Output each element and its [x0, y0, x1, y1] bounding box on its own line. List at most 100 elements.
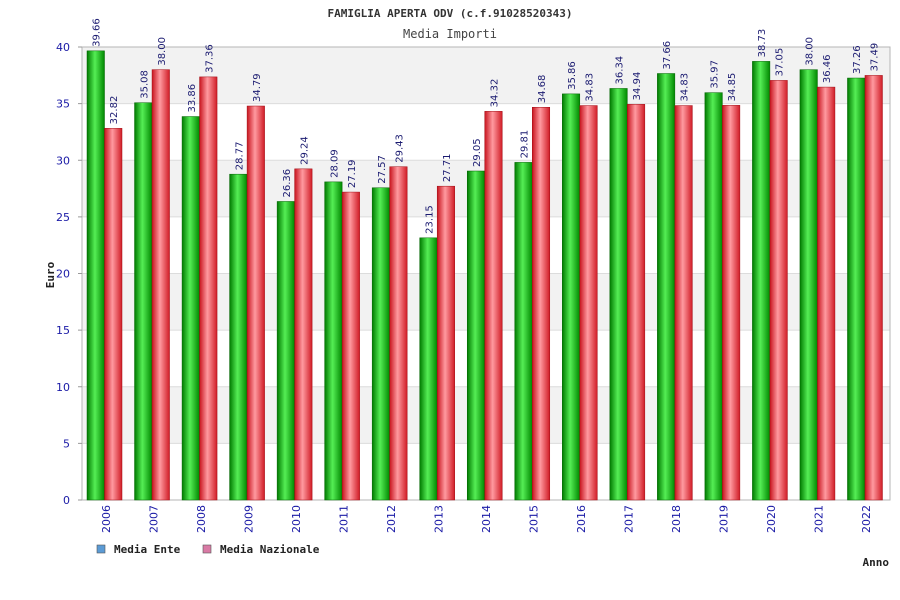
bar-media-nazionale	[436, 185, 455, 501]
bar-media-nazionale	[579, 105, 598, 501]
bar-media-ente	[752, 61, 771, 501]
y-tick-label: 40	[56, 41, 70, 54]
x-tick-label: 2015	[528, 505, 541, 533]
bar-media-nazionale	[199, 76, 218, 501]
value-label-media-nazionale: 34.94	[632, 72, 643, 101]
bar-media-ente	[562, 93, 581, 501]
value-label-media-ente: 39.66	[92, 18, 103, 47]
x-tick-label: 2013	[432, 505, 445, 533]
x-tick-label: 2009	[242, 505, 255, 533]
bar-media-ente	[324, 181, 343, 501]
value-label-media-nazionale: 29.24	[299, 136, 310, 165]
value-label-media-ente: 33.86	[187, 84, 198, 113]
value-label-media-nazionale: 34.68	[537, 75, 548, 104]
legend: Media Ente Media Nazionale	[96, 543, 320, 556]
bar-media-ente	[657, 73, 676, 501]
y-axis-ticks: 0 5 10 15 20 25 30 35 40	[56, 41, 82, 507]
value-label-media-ente: 28.09	[329, 149, 340, 178]
x-tick-label: 2017	[623, 505, 636, 533]
value-label-media-nazionale: 29.43	[394, 134, 405, 163]
bar-media-nazionale	[151, 69, 170, 501]
bar-media-nazionale	[104, 128, 123, 501]
value-label-media-nazionale: 34.32	[489, 79, 500, 108]
bar-media-nazionale	[389, 166, 408, 501]
bar-media-nazionale	[817, 86, 836, 501]
value-label-media-nazionale: 34.85	[727, 73, 738, 102]
bar-media-nazionale	[769, 80, 788, 501]
chart-subtitle: Media Importi	[403, 27, 497, 41]
value-labels: 39.66 32.82 35.08 38.00 33.86 37.36 28.77 34.79…	[92, 18, 881, 234]
x-tick-label: 2016	[575, 505, 588, 533]
x-axis-ticks: 2006 2007 2008 2009 2010 2011 2012 2013 2014 2015…	[100, 505, 873, 533]
bar-media-ente	[276, 201, 295, 501]
value-label-media-ente: 23.15	[424, 205, 435, 234]
x-tick-label: 2020	[765, 505, 778, 533]
y-tick-label: 0	[63, 494, 70, 507]
bar-media-nazionale	[341, 191, 360, 501]
bar-media-ente	[229, 173, 248, 501]
bar-media-nazionale	[722, 105, 741, 501]
value-label-media-ente: 36.34	[615, 56, 626, 85]
value-label-media-ente: 38.00	[805, 37, 816, 66]
x-tick-label: 2021	[813, 505, 826, 533]
bar-media-ente	[371, 187, 390, 501]
bar-media-nazionale	[484, 111, 503, 501]
bars	[86, 50, 883, 501]
bar-media-ente	[134, 102, 153, 501]
y-tick-label: 30	[56, 154, 70, 167]
value-label-media-nazionale: 36.46	[822, 54, 833, 83]
legend-swatch-media-nazionale	[202, 544, 212, 554]
bar-media-ente	[609, 88, 628, 501]
value-label-media-nazionale: 34.79	[252, 73, 263, 102]
value-label-media-ente: 38.73	[757, 29, 768, 58]
bar-media-nazionale	[532, 106, 551, 501]
y-tick-label: 10	[56, 381, 70, 394]
y-axis-label: Euro	[44, 261, 57, 288]
legend-label-media-ente: Media Ente	[114, 543, 181, 556]
x-tick-label: 2011	[337, 505, 350, 533]
bar-media-nazionale	[864, 75, 883, 501]
y-tick-label: 20	[56, 268, 70, 281]
value-label-media-ente: 29.05	[472, 138, 483, 167]
bar-media-nazionale	[674, 105, 693, 501]
chart-title: FAMIGLIA APERTA ODV (c.f.91028520343)	[327, 7, 572, 20]
value-label-media-nazionale: 27.19	[347, 159, 358, 188]
value-label-media-nazionale: 37.36	[204, 44, 215, 73]
bar-media-nazionale	[246, 105, 265, 501]
x-tick-label: 2008	[195, 505, 208, 533]
x-tick-label: 2014	[480, 505, 493, 533]
bar-media-ente	[847, 77, 866, 501]
value-label-media-ente: 35.08	[139, 70, 150, 99]
value-label-media-ente: 28.77	[234, 142, 245, 171]
value-label-media-nazionale: 27.71	[442, 154, 453, 183]
x-axis-label: Anno	[863, 556, 890, 569]
value-label-media-nazionale: 37.49	[870, 43, 881, 72]
value-label-media-ente: 37.26	[852, 45, 863, 74]
value-label-media-nazionale: 38.00	[157, 37, 168, 66]
bar-media-ente	[86, 50, 105, 501]
value-label-media-ente: 35.86	[567, 61, 578, 90]
value-label-media-nazionale: 34.83	[680, 73, 691, 102]
bar-media-ente	[514, 162, 533, 501]
y-tick-label: 35	[56, 98, 70, 111]
value-label-media-ente: 26.36	[282, 169, 293, 198]
legend-label-media-nazionale: Media Nazionale	[220, 543, 320, 556]
bar-media-ente	[704, 92, 723, 501]
value-label-media-nazionale: 34.83	[585, 73, 596, 102]
value-label-media-ente: 29.81	[520, 130, 531, 159]
bar-media-ente	[799, 69, 818, 501]
x-tick-label: 2019	[718, 505, 731, 533]
bar-media-nazionale	[627, 104, 646, 501]
y-tick-label: 25	[56, 211, 70, 224]
value-label-media-ente: 35.97	[710, 60, 721, 89]
x-tick-label: 2010	[290, 505, 303, 533]
bar-media-ente	[181, 116, 200, 501]
value-label-media-nazionale: 37.05	[775, 48, 786, 77]
x-tick-label: 2007	[147, 505, 160, 533]
value-label-media-ente: 27.57	[377, 155, 388, 184]
bar-media-ente	[466, 170, 485, 501]
x-tick-label: 2012	[385, 505, 398, 533]
bar-media-nazionale	[294, 168, 313, 501]
legend-swatch-media-ente	[96, 544, 106, 554]
